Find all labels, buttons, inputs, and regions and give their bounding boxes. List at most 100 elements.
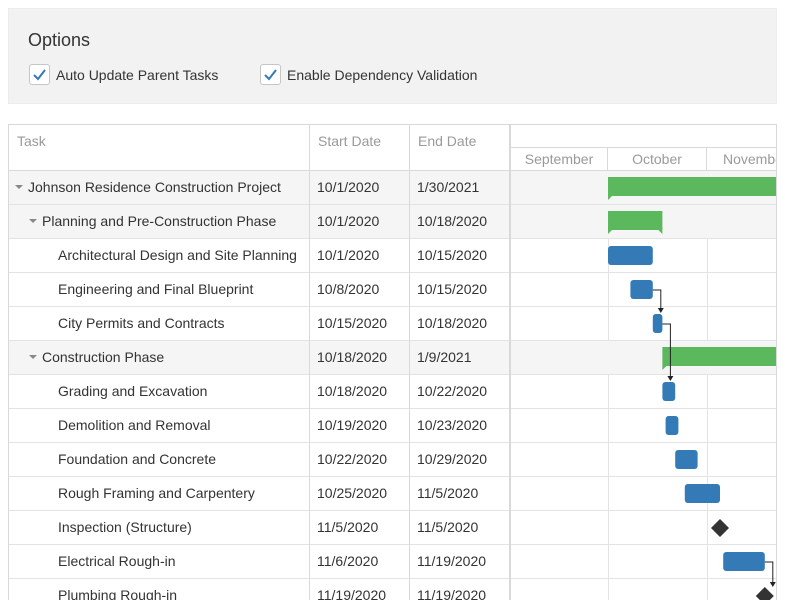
end-date-cell[interactable]: 10/29/2020: [410, 443, 511, 477]
end-date-cell[interactable]: 10/18/2020: [410, 205, 511, 239]
table-row[interactable]: Foundation and Concrete 10/22/2020 10/29/2…: [9, 443, 776, 477]
table-row[interactable]: Engineering and Final Blueprint 10/8/2020…: [9, 273, 776, 307]
table-row[interactable]: Inspection (Structure) 11/5/2020 11/5/2020: [9, 511, 776, 545]
table-row[interactable]: Electrical Rough-in 11/6/2020 11/19/2020: [9, 545, 776, 579]
end-date-cell[interactable]: 10/18/2020: [410, 307, 511, 341]
summary-bar[interactable]: [608, 211, 663, 234]
dependency-arrow[interactable]: [657, 308, 664, 313]
end-date-cell[interactable]: 1/30/2021: [410, 171, 511, 205]
grid-header: Task Start Date End Date: [9, 125, 511, 171]
dependency-validation-label: Enable Dependency Validation: [287, 66, 478, 83]
task-name-cell[interactable]: Plumbing Rough-in: [9, 579, 310, 600]
start-date-cell[interactable]: 11/19/2020: [310, 579, 410, 600]
task-name-cell[interactable]: Rough Framing and Carpentery: [9, 477, 310, 511]
check-icon: [264, 69, 277, 81]
table-row[interactable]: Rough Framing and Carpentery 10/25/2020 11…: [9, 477, 776, 511]
start-date-cell[interactable]: 10/15/2020: [310, 307, 410, 341]
end-date-cell[interactable]: 10/15/2020: [410, 239, 511, 273]
task-name-cell[interactable]: Grading and Excavation: [9, 375, 310, 409]
task-bar[interactable]: [684, 484, 720, 503]
task-name-cell[interactable]: Planning and Pre-Construction Phase: [9, 205, 310, 239]
start-date-cell[interactable]: 10/25/2020: [310, 477, 410, 511]
auto-update-parent-option[interactable]: Auto Update Parent Tasks: [29, 64, 218, 85]
task-name: Johnson Residence Construction Project: [28, 179, 281, 195]
task-name-cell[interactable]: Architectural Design and Site Planning: [9, 239, 310, 273]
task-name: Foundation and Concrete: [58, 451, 216, 467]
start-date-cell[interactable]: 10/1/2020: [310, 239, 410, 273]
task-name-cell[interactable]: City Permits and Contracts: [9, 307, 310, 341]
month-header: September: [511, 148, 608, 171]
month-divider: [608, 171, 609, 600]
column-header-end-date[interactable]: End Date: [410, 125, 511, 171]
table-row[interactable]: Architectural Design and Site Planning 10…: [9, 239, 776, 273]
auto-update-checkbox[interactable]: [29, 64, 50, 85]
collapse-caret-icon[interactable]: [29, 219, 37, 224]
column-header-task[interactable]: Task: [9, 125, 310, 171]
task-bar[interactable]: [608, 246, 653, 265]
task-name-cell[interactable]: Engineering and Final Blueprint: [9, 273, 310, 307]
task-name: Construction Phase: [42, 349, 165, 365]
end-date-cell[interactable]: 11/5/2020: [410, 511, 511, 545]
task-name: City Permits and Contracts: [58, 315, 225, 331]
summary-bar[interactable]: [608, 177, 777, 200]
table-row[interactable]: Construction Phase 10/18/2020 1/9/2021: [9, 341, 776, 375]
end-date-cell[interactable]: 11/19/2020: [410, 579, 511, 600]
task-name-cell[interactable]: Johnson Residence Construction Project: [9, 171, 310, 205]
dependency-line[interactable]: [652, 289, 662, 309]
gantt-chart: Task Start Date End Date September Octob…: [8, 124, 777, 600]
task-bar[interactable]: [675, 450, 698, 469]
task-name-cell[interactable]: Foundation and Concrete: [9, 443, 310, 477]
task-bar[interactable]: [630, 280, 653, 299]
auto-update-label: Auto Update Parent Tasks: [56, 66, 219, 83]
task-name-cell[interactable]: Construction Phase: [9, 341, 310, 375]
task-name: Plumbing Rough-in: [58, 587, 178, 600]
task-name-cell[interactable]: Inspection (Structure): [9, 511, 310, 545]
timeline-header: September October November: [511, 125, 776, 171]
table-row[interactable]: Demolition and Removal 10/19/2020 10/23/20…: [9, 409, 776, 443]
start-date-cell[interactable]: 11/5/2020: [310, 511, 410, 545]
end-date-cell[interactable]: 1/9/2021: [410, 341, 511, 375]
task-bar[interactable]: [723, 552, 765, 571]
dependency-arrow[interactable]: [769, 582, 776, 587]
collapse-caret-icon[interactable]: [29, 355, 37, 360]
end-date-cell[interactable]: 10/22/2020: [410, 375, 511, 409]
task-name: Planning and Pre-Construction Phase: [42, 213, 277, 229]
table-row[interactable]: City Permits and Contracts 10/15/2020 10/1…: [9, 307, 776, 341]
end-date-cell[interactable]: 10/23/2020: [410, 409, 511, 443]
dependency-line[interactable]: [764, 561, 774, 583]
collapse-caret-icon[interactable]: [15, 185, 23, 190]
task-name-cell[interactable]: Demolition and Removal: [9, 409, 310, 443]
table-row[interactable]: Grading and Excavation 10/18/2020 10/22/20…: [9, 375, 776, 409]
end-date-cell[interactable]: 11/19/2020: [410, 545, 511, 579]
task-bar[interactable]: [652, 314, 663, 333]
timeline-header-top: [511, 125, 776, 148]
start-date-cell[interactable]: 10/18/2020: [310, 375, 410, 409]
start-date-cell[interactable]: 10/1/2020: [310, 205, 410, 239]
task-name-cell[interactable]: Electrical Rough-in: [9, 545, 310, 579]
start-date-cell[interactable]: 10/18/2020: [310, 341, 410, 375]
end-date-cell[interactable]: 10/15/2020: [410, 273, 511, 307]
month-header: October: [608, 148, 707, 171]
month-header: November: [723, 151, 776, 167]
start-date-cell[interactable]: 10/8/2020: [310, 273, 410, 307]
start-date-cell[interactable]: 11/6/2020: [310, 545, 410, 579]
dependency-validation-option[interactable]: Enable Dependency Validation: [260, 64, 477, 85]
task-bar[interactable]: [662, 382, 676, 401]
table-row[interactable]: Plumbing Rough-in 11/19/2020 11/19/2020: [9, 579, 776, 600]
task-name: Demolition and Removal: [58, 417, 211, 433]
column-header-start-date[interactable]: Start Date: [310, 125, 410, 171]
options-title: Options: [28, 30, 91, 50]
dependency-validation-checkbox[interactable]: [260, 64, 281, 85]
milestone-diamond[interactable]: [755, 587, 774, 600]
summary-bar[interactable]: [662, 347, 777, 370]
start-date-cell[interactable]: 10/1/2020: [310, 171, 410, 205]
options-panel: Options Auto Update Parent Tasks Enable …: [8, 8, 777, 104]
start-date-cell[interactable]: 10/22/2020: [310, 443, 410, 477]
start-date-cell[interactable]: 10/19/2020: [310, 409, 410, 443]
task-name: Inspection (Structure): [58, 519, 192, 535]
milestone-diamond[interactable]: [711, 519, 729, 537]
task-bar[interactable]: [665, 416, 679, 435]
dependency-line[interactable]: [662, 323, 671, 377]
end-date-cell[interactable]: 11/5/2020: [410, 477, 511, 511]
dependency-arrow[interactable]: [667, 376, 674, 381]
